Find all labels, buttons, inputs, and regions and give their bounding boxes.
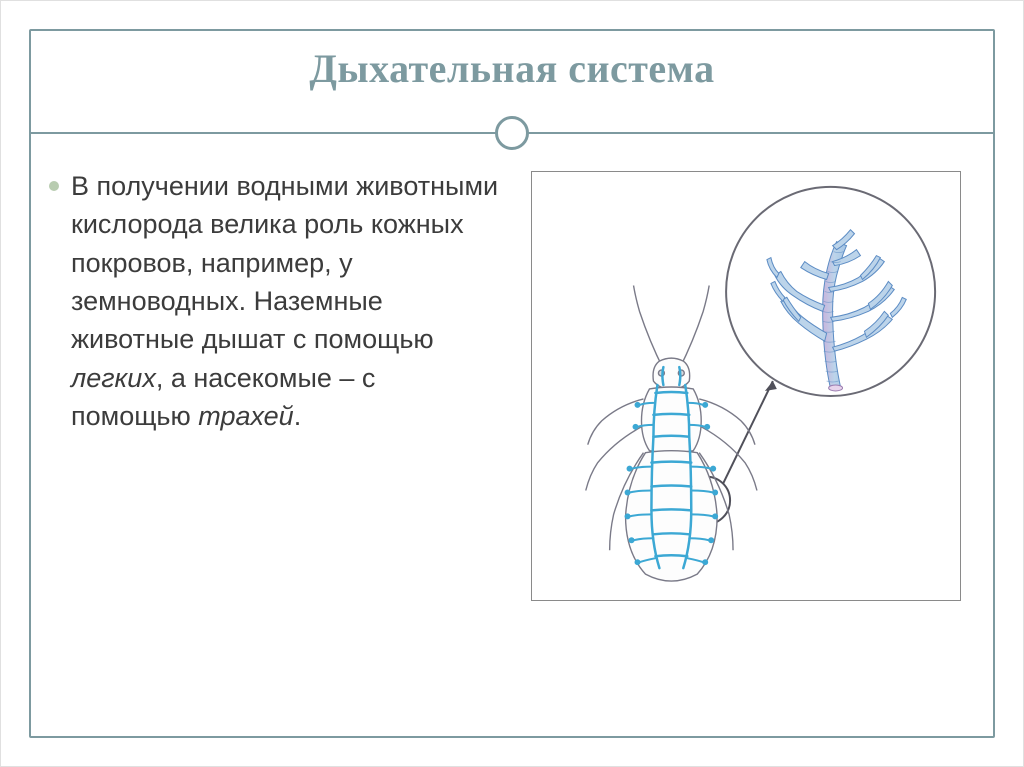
text-column: В получении водными животными кислорода … (49, 161, 507, 718)
divider-ring-icon (495, 116, 529, 150)
insect-trachea-svg (532, 172, 960, 600)
title-area: Дыхательная система (1, 45, 1023, 92)
title-divider (29, 113, 995, 153)
content-columns: В получении водными животными кислорода … (49, 161, 975, 718)
bullet-item: В получении водными животными кислорода … (49, 167, 499, 435)
bullet-text: В получении водными животными кислорода … (71, 167, 499, 435)
bullet-dot-icon (49, 181, 59, 191)
slide-title: Дыхательная система (1, 45, 1023, 92)
insect-body (586, 285, 757, 581)
figure-insect-trachea (531, 171, 961, 601)
slide: Дыхательная система В получении водными … (0, 0, 1024, 767)
trachea-magnified (726, 187, 935, 396)
figure-column (517, 161, 975, 718)
